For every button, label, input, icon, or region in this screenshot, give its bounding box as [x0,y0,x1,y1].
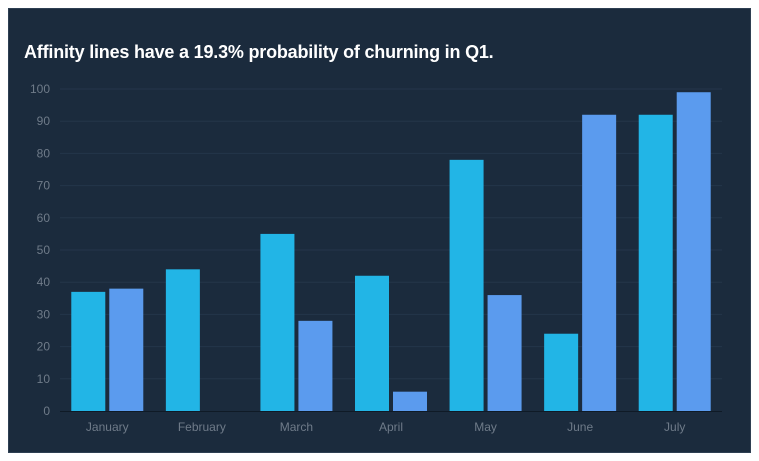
bar-july-series-1 [638,114,673,411]
bar-may-series-1 [449,159,484,411]
bar-january-series-2 [109,288,144,411]
y-tick-label: 10 [37,372,51,386]
x-tick-label: July [664,420,685,434]
bars [71,92,711,411]
bar-may-series-2 [487,295,522,411]
bar-june-series-2 [582,114,617,411]
x-tick-label: February [178,420,226,434]
bar-march-series-1 [260,233,295,411]
bar-april-series-2 [393,391,427,411]
x-tick-label: April [379,420,403,434]
y-tick-label: 20 [37,340,51,354]
bar-march-series-2 [298,320,333,411]
gridlines [60,88,722,380]
x-tick-label: May [474,420,497,434]
x-axis-ticks: January February March April May June July [86,420,685,434]
y-tick-label: 100 [30,82,50,96]
chart-title: Affinity lines have a 19.3% probability … [24,42,494,62]
y-tick-label: 80 [37,146,51,160]
y-tick-label: 90 [37,114,51,128]
x-tick-label: January [86,420,129,434]
y-tick-label: 40 [37,275,51,289]
y-axis-ticks: 0 10 20 30 40 50 60 70 80 90 100 [30,82,50,418]
y-tick-label: 30 [37,307,51,321]
y-tick-label: 70 [37,179,51,193]
bar-june-series-1 [544,333,579,411]
x-tick-label: June [567,420,593,434]
y-tick-label: 0 [43,404,50,418]
y-tick-label: 60 [37,211,51,225]
bar-april-series-1 [355,275,389,411]
bar-february-series-1 [165,269,200,411]
x-tick-label: March [280,420,313,434]
bar-july-series-2 [676,92,711,411]
y-tick-label: 50 [37,243,51,257]
bar-january-series-1 [71,291,106,411]
